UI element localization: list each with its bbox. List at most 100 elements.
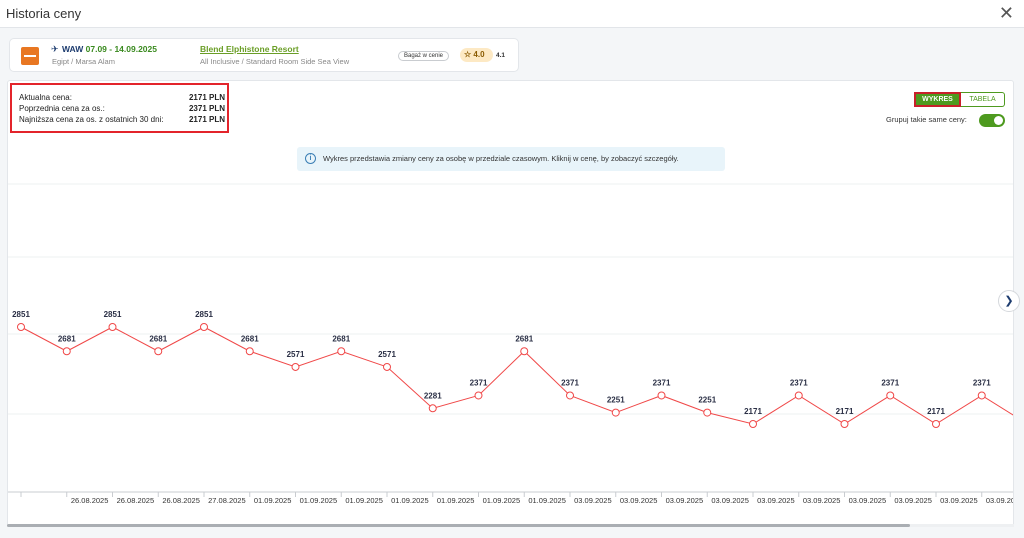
price-point-label: 2681 (241, 334, 259, 343)
price-point-label: 2851 (104, 310, 122, 319)
price-point[interactable] (154, 347, 163, 356)
offer-route: WAW 07.09 - 14.09.2025 (62, 44, 157, 54)
price-point[interactable] (108, 323, 117, 331)
price-point-label: 2851 (195, 310, 213, 319)
price-point-label: 2681 (515, 334, 533, 343)
price-point-label: 2371 (561, 378, 579, 387)
tour-operator-logo (21, 47, 39, 65)
x-tick-label: 03.09.2025 (574, 496, 612, 505)
rating-value: 4.0 (473, 50, 485, 59)
price-row-current: Aktualna cena: 2171 PLN (19, 93, 225, 102)
price-point-label: 2371 (973, 378, 991, 387)
price-point-label: 2371 (790, 378, 808, 387)
chart-info-notice: i Wykres przedstawia zmiany ceny za osob… (297, 147, 725, 171)
x-tick-label: 03.09.2025 (940, 496, 978, 505)
x-tick-label: 01.09.2025 (300, 496, 338, 505)
x-tick-label: 01.09.2025 (483, 496, 521, 505)
price-row-previous: Poprzednia cena za os.: 2371 PLN (19, 104, 225, 113)
price-point[interactable] (840, 420, 849, 428)
dialog-title: Historia ceny (6, 6, 82, 21)
price-point[interactable] (932, 420, 940, 428)
x-tick-label: 03.09.2025 (803, 496, 841, 505)
price-label: Aktualna cena: (19, 93, 72, 102)
price-point[interactable] (17, 323, 25, 331)
price-summary-box: Aktualna cena: 2171 PLN Poprzednia cena … (10, 83, 229, 133)
x-tick-label: 03.09.2025 (849, 496, 887, 505)
price-point[interactable] (245, 347, 254, 356)
price-point-label: 2171 (836, 407, 854, 416)
price-point-label: 2251 (607, 396, 625, 405)
x-tick-label: 03.09.2025 (666, 496, 704, 505)
price-point-label: 2281 (424, 391, 442, 400)
x-tick-label: 03.09.2025 (757, 496, 795, 505)
price-point[interactable] (200, 323, 208, 331)
price-point[interactable] (703, 408, 712, 417)
view-toggle: WYKRES TABELA (914, 92, 1005, 107)
price-point-label: 2371 (881, 378, 899, 387)
x-tick-label: 01.09.2025 (437, 496, 475, 505)
star-icon: ☆ (464, 50, 472, 59)
price-point-label: 2851 (12, 310, 30, 319)
price-point-label: 2681 (332, 334, 350, 343)
price-point[interactable] (62, 347, 71, 356)
price-point-label: 2371 (470, 378, 488, 387)
x-tick-label: 01.09.2025 (254, 496, 292, 505)
price-value: 2371 PLN (188, 104, 225, 113)
price-point[interactable] (977, 391, 986, 400)
price-point[interactable] (291, 362, 300, 371)
price-point-label: 2371 (653, 378, 671, 387)
group-same-prices-toggle[interactable] (979, 114, 1005, 127)
chart-view-button[interactable]: WYKRES (914, 92, 961, 107)
price-point-label: 2681 (58, 334, 76, 343)
price-point[interactable] (749, 420, 757, 428)
x-tick-label: 03.09.2025 (620, 496, 658, 505)
plane-icon: ✈ (51, 44, 59, 54)
route-origin: WAW (62, 44, 84, 54)
price-point[interactable] (657, 391, 666, 400)
baggage-badge: Bagaż w cenie (398, 51, 450, 61)
price-point[interactable] (566, 391, 574, 400)
price-point[interactable] (337, 347, 346, 356)
x-tick-label: 01.09.2025 (391, 496, 429, 505)
price-chart-panel: Aktualna cena: 2171 PLN Poprzednia cena … (7, 80, 1014, 527)
price-value: 2171 PLN (188, 115, 225, 124)
rating-badge: ☆ 4.0 (460, 48, 493, 62)
close-icon[interactable]: ✕ (998, 3, 1014, 23)
price-row-lowest: Najniższa cena za os. z ostatnich 30 dni… (19, 115, 225, 124)
x-tick-label: 26.08.2025 (71, 496, 109, 505)
price-label: Najniższa cena za os. z ostatnich 30 dni… (19, 115, 164, 124)
price-point-label: 2681 (149, 334, 167, 343)
price-point[interactable] (520, 347, 529, 356)
price-value: 2171 PLN (188, 93, 225, 102)
rating-secondary: 4.1 (496, 52, 506, 59)
price-point[interactable] (474, 391, 483, 400)
price-point[interactable] (611, 408, 620, 417)
x-tick-label: 03.09.2025 (986, 496, 1014, 505)
price-point[interactable] (886, 391, 895, 400)
x-tick-label: 01.09.2025 (528, 496, 566, 505)
table-view-button[interactable]: TABELA (961, 92, 1005, 107)
x-tick-label: 26.08.2025 (117, 496, 155, 505)
x-tick-label: 01.09.2025 (345, 496, 383, 505)
route-dates: 07.09 - 14.09.2025 (85, 44, 157, 54)
x-tick-label: 26.08.2025 (162, 496, 200, 505)
chevron-right-icon[interactable]: ❯ (998, 290, 1020, 312)
price-series-line (20, 326, 1013, 425)
hotel-name-link[interactable]: Blend Elphistone Resort (200, 44, 299, 54)
x-tick-label: 27.08.2025 (208, 496, 246, 505)
price-point[interactable] (794, 391, 803, 400)
price-label: Poprzednia cena za os.: (19, 104, 105, 113)
info-icon: i (305, 153, 316, 164)
hotel-description: All Inclusive / Standard Room Side Sea V… (200, 57, 350, 66)
price-point-label: 2571 (287, 350, 305, 359)
price-point[interactable] (428, 404, 437, 413)
price-point-label: 2571 (378, 350, 396, 359)
offer-destination: Egipt / Marsa Alam (52, 57, 115, 66)
price-point-label: 2171 (744, 407, 762, 416)
group-same-prices-label: Grupuj takie same ceny: (886, 115, 967, 124)
notice-text: Wykres przedstawia zmiany ceny za osobę … (323, 154, 679, 163)
price-point-label: 2171 (927, 407, 945, 416)
horizontal-scrollbar-thumb[interactable] (7, 524, 910, 527)
x-tick-label: 03.09.2025 (894, 496, 932, 505)
price-point[interactable] (383, 362, 391, 371)
